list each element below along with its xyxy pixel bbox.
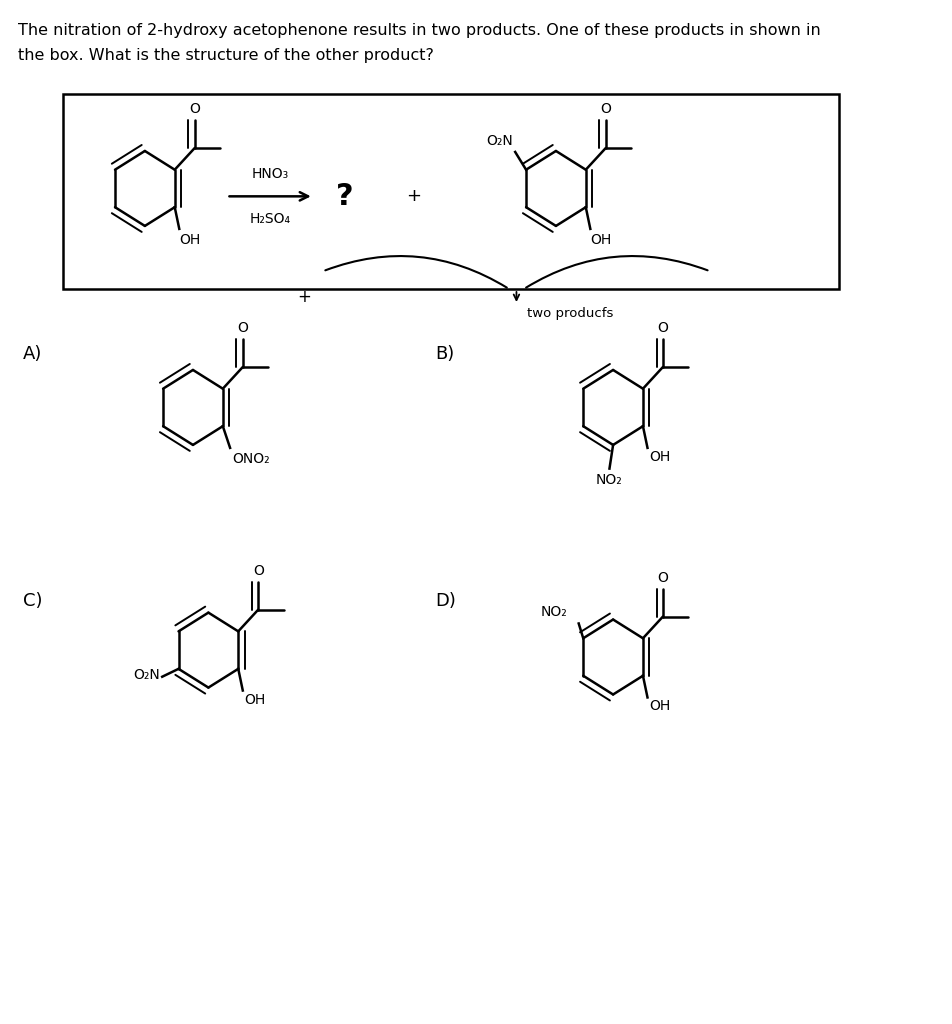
Text: B): B): [435, 345, 454, 364]
Text: O: O: [189, 102, 200, 117]
Text: +: +: [298, 288, 311, 306]
Text: A): A): [23, 345, 43, 364]
Text: The nitration of 2-hydroxy acetophenone results in two products. One of these pr: The nitration of 2-hydroxy acetophenone …: [18, 23, 821, 38]
Text: OH: OH: [649, 450, 670, 464]
Bar: [63, 94, 839, 289]
Text: O: O: [237, 322, 248, 336]
Text: ?: ?: [336, 182, 353, 211]
Text: D): D): [435, 592, 456, 609]
Text: NO₂: NO₂: [540, 604, 566, 618]
Text: two producfs: two producfs: [527, 307, 614, 319]
Text: OH: OH: [245, 692, 266, 707]
Text: O₂N: O₂N: [486, 134, 513, 148]
Text: +: +: [406, 187, 421, 206]
Text: O: O: [253, 564, 264, 579]
Text: H₂SO₄: H₂SO₄: [249, 212, 290, 226]
Text: C): C): [23, 592, 43, 609]
Text: NO₂: NO₂: [596, 472, 623, 486]
Text: OH: OH: [179, 232, 201, 247]
Text: OH: OH: [649, 699, 670, 714]
Text: O: O: [601, 102, 611, 117]
Text: O: O: [658, 571, 668, 585]
Text: ONO₂: ONO₂: [232, 452, 269, 466]
Text: OH: OH: [590, 232, 611, 247]
Text: the box. What is the structure of the other product?: the box. What is the structure of the ot…: [18, 48, 434, 63]
Text: O₂N: O₂N: [133, 668, 160, 682]
Text: O: O: [658, 322, 668, 336]
Text: HNO₃: HNO₃: [251, 167, 288, 180]
